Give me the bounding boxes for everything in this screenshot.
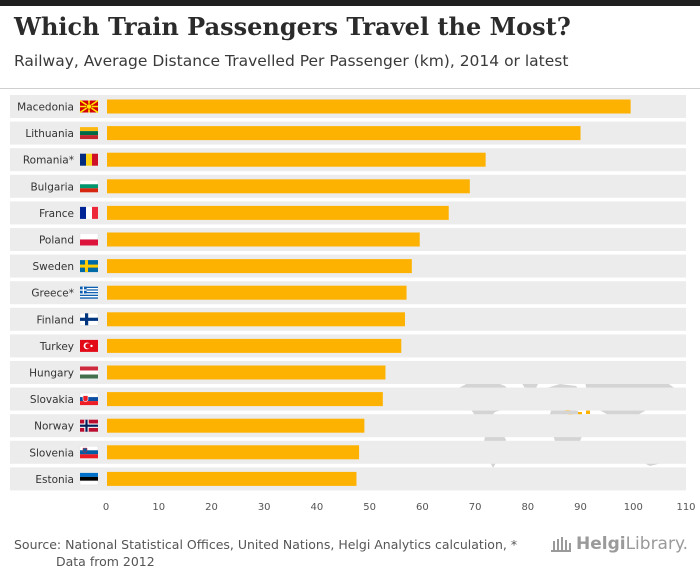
bar <box>107 152 486 167</box>
bar-row: Estonia <box>10 467 686 491</box>
sweden-flag-icon <box>80 260 98 273</box>
bar-row: Sweden <box>10 254 686 278</box>
romania-flag-icon <box>80 153 98 166</box>
bar <box>107 99 631 114</box>
bar <box>107 205 449 220</box>
estonia-flag-icon <box>79 472 99 486</box>
bar-row: Slovenia <box>10 440 686 464</box>
category-label: Hungary <box>29 368 74 380</box>
norway-flag-icon <box>80 419 98 432</box>
x-tick-label: 20 <box>205 502 218 513</box>
category-label: Turkey <box>39 341 74 353</box>
category-label: Norway <box>34 421 74 433</box>
poland-flag-icon <box>79 233 99 246</box>
category-label: Macedonia <box>17 102 74 114</box>
page-title: Which Train Passengers Travel the Most? <box>14 12 571 41</box>
bar-chart: Macedonia Lithuania Romania* Bulgaria France… <box>10 95 696 513</box>
bar-row: Turkey <box>10 334 686 358</box>
x-tick-label: 60 <box>416 502 429 513</box>
slovakia-flag-icon <box>79 392 99 406</box>
category-label: Bulgaria <box>30 181 74 193</box>
bar-row: Bulgaria <box>10 174 686 198</box>
category-label: Lithuania <box>25 128 74 140</box>
x-tick-label: 110 <box>676 502 695 513</box>
x-tick-label: 30 <box>258 502 271 513</box>
greece-flag-icon <box>80 286 98 299</box>
bar <box>107 312 405 327</box>
category-label: France <box>39 208 74 220</box>
bar-row: Lithuania <box>10 121 686 145</box>
finland-flag-icon <box>79 313 99 326</box>
france-flag-icon <box>80 206 98 219</box>
category-label: Sweden <box>33 261 75 273</box>
bar <box>107 179 470 194</box>
category-label: Romania* <box>23 155 74 167</box>
map-highlight <box>586 410 590 414</box>
bar-row: Romania* <box>10 148 686 172</box>
bar-row: Macedonia <box>10 95 686 118</box>
bar-row: Poland <box>10 228 686 251</box>
x-axis: 0 10 20 30 40 50 60 70 80 90 100 110 <box>103 502 696 513</box>
bar <box>107 232 420 247</box>
chart-rows: Macedonia Lithuania Romania* Bulgaria France… <box>10 95 686 491</box>
bar <box>107 418 365 433</box>
x-tick-label: 90 <box>574 502 587 513</box>
bulgaria-flag-icon <box>79 180 99 193</box>
category-label: Finland <box>36 314 74 326</box>
bar <box>107 445 360 460</box>
helgi-library-logo[interactable]: Helgi Library. <box>550 534 688 554</box>
bar <box>107 392 383 407</box>
library-columns-icon <box>550 537 571 552</box>
lithuania-flag-icon <box>80 127 98 140</box>
x-tick-label: 10 <box>152 502 165 513</box>
category-label: Slovakia <box>30 394 74 406</box>
category-label: Poland <box>39 235 74 247</box>
bar <box>107 365 386 380</box>
category-label: Slovenia <box>29 447 74 459</box>
bar-row: Slovakia <box>10 387 686 411</box>
x-tick-label: 100 <box>624 502 643 513</box>
bar <box>107 259 412 274</box>
bar-row: Norway <box>10 414 686 438</box>
logo-text: Library. <box>625 534 688 554</box>
divider <box>0 88 700 89</box>
turkey-flag-icon <box>80 339 98 352</box>
map-highlight <box>578 412 582 416</box>
x-tick-label: 50 <box>363 502 376 513</box>
x-tick-label: 40 <box>311 502 324 513</box>
source-line-1: Source: National Statistical Offices, Un… <box>14 537 518 552</box>
bar-row: Hungary <box>10 361 686 384</box>
category-label: Greece* <box>31 288 74 300</box>
bar <box>107 338 402 353</box>
x-tick-label: 0 <box>103 502 109 513</box>
slovenia-flag-icon <box>79 446 99 459</box>
header-bar <box>0 0 700 6</box>
bar-row: Greece* <box>10 281 686 305</box>
bar <box>107 285 407 300</box>
source-note: Source: National Statistical Offices, Un… <box>14 536 534 570</box>
source-line-2: Data from 2012 <box>56 554 155 569</box>
x-tick-label: 80 <box>521 502 534 513</box>
category-label: Estonia <box>35 474 74 486</box>
bar <box>107 126 581 141</box>
macedonia-flag-icon <box>79 99 99 114</box>
bar-row: Finland <box>10 307 686 331</box>
hungary-flag-icon <box>80 366 98 379</box>
bar <box>107 471 357 486</box>
logo-bold-text: Helgi <box>575 534 626 554</box>
x-tick-label: 70 <box>469 502 482 513</box>
bar-row: France <box>10 201 686 225</box>
page-subtitle: Railway, Average Distance Travelled Per … <box>14 52 569 70</box>
